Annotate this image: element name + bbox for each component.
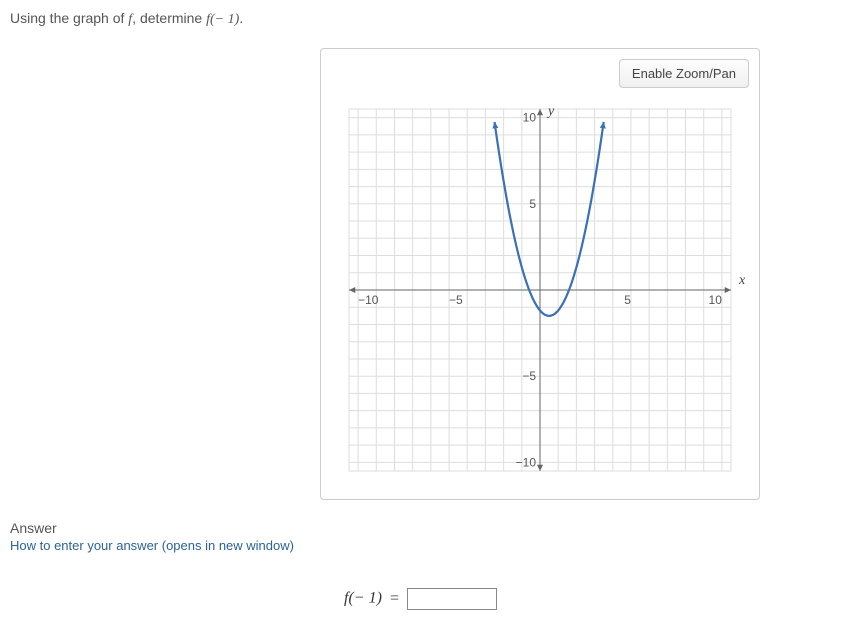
svg-text:x: x [738, 273, 746, 288]
svg-text:5: 5 [529, 197, 536, 211]
question-suffix: . [239, 10, 243, 26]
svg-text:−5: −5 [449, 293, 463, 307]
svg-text:10: 10 [523, 111, 537, 125]
question-expr: f(− 1) [206, 12, 239, 27]
answer-equals: = [386, 590, 403, 607]
svg-text:−5: −5 [522, 369, 536, 383]
svg-text:−10: −10 [358, 293, 379, 307]
answer-label: f(− 1) [344, 590, 382, 607]
svg-text:−10: −10 [516, 455, 537, 469]
answer-heading: Answer [10, 520, 831, 536]
answer-section: Answer How to enter your answer (opens i… [10, 520, 831, 610]
svg-text:10: 10 [709, 293, 723, 307]
answer-hint-link[interactable]: How to enter your answer (opens in new w… [10, 538, 831, 553]
svg-text:5: 5 [624, 293, 631, 307]
enable-zoom-button[interactable]: Enable Zoom/Pan [619, 59, 749, 88]
svg-text:y: y [546, 104, 555, 119]
question-middle: , determine [132, 10, 206, 26]
graph-panel: Enable Zoom/Pan −10 −5 5 10 −10 −5 5 10 x y [320, 48, 760, 500]
answer-input[interactable] [407, 588, 497, 610]
question-text: Using the graph of f, determine f(− 1). [10, 10, 831, 28]
graph-svg: −10 −5 5 10 −10 −5 5 10 x y [331, 99, 749, 489]
answer-input-row: f(− 1) = [10, 588, 831, 610]
question-prefix: Using the graph of [10, 10, 128, 26]
graph-area: −10 −5 5 10 −10 −5 5 10 x y [331, 99, 749, 489]
